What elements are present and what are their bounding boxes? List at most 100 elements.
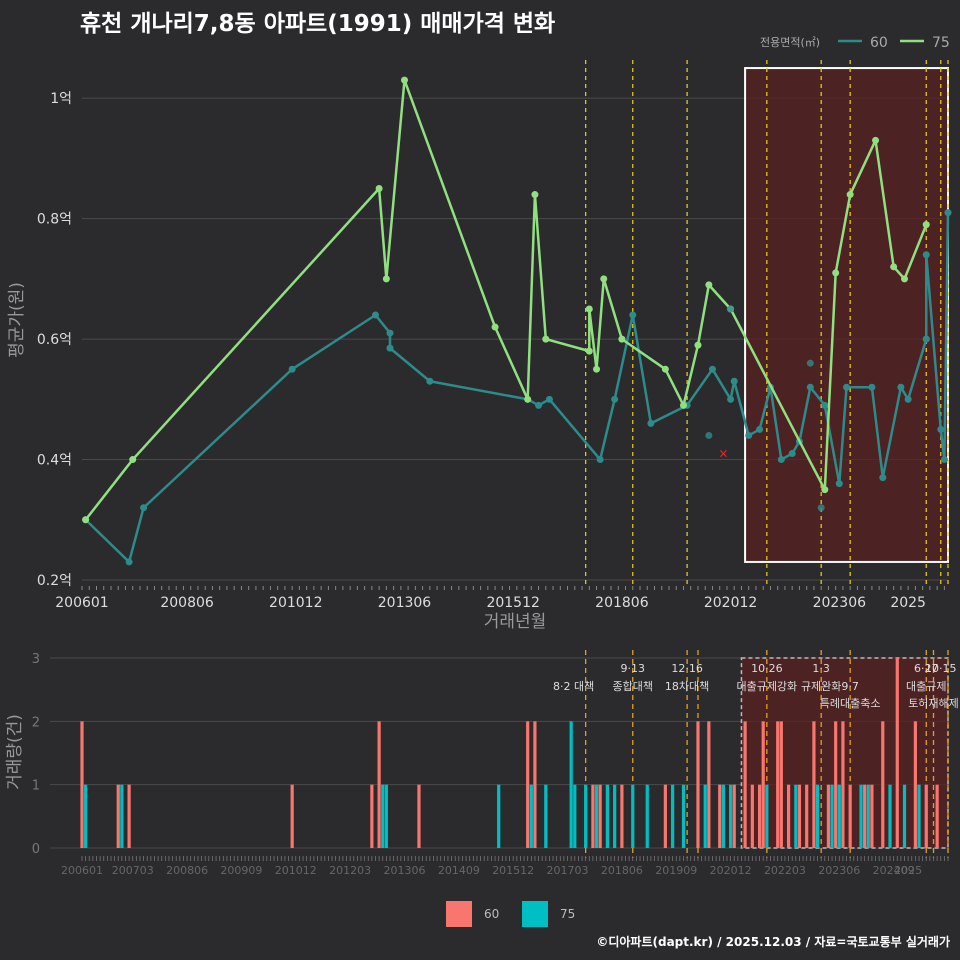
- legend-swatch-60: [446, 901, 472, 927]
- price-x-tick-label: 200806: [160, 595, 214, 611]
- legend-label-60: 60: [870, 35, 888, 51]
- volume-bar-75: [815, 784, 820, 848]
- volume-bar-60: [797, 784, 802, 848]
- volume-x-tick-label: 202306: [818, 864, 860, 877]
- volume-x-tick-label: 201703: [547, 864, 589, 877]
- data-point-60: [535, 401, 543, 409]
- policy-annotation: 대출규제강화: [736, 680, 797, 693]
- legend-title: 전용면적(㎡): [760, 36, 820, 49]
- volume-bar-75: [544, 784, 548, 848]
- data-point-75: [846, 191, 854, 199]
- legend-label-60: 60: [484, 907, 500, 921]
- volume-bar-60: [591, 784, 595, 848]
- data-point-60: [288, 365, 296, 373]
- data-point-60: [940, 456, 948, 464]
- volume-bar-60: [826, 784, 831, 848]
- data-point-60: [647, 419, 655, 427]
- volume-bar-60: [935, 784, 939, 848]
- cancelled-deal-marker: ×: [718, 447, 728, 461]
- source-footer: ©디아파트(dapt.kr) / 2025.12.03 / 자료=국토교통부 실…: [596, 935, 950, 949]
- price-x-tick-label: 202306: [813, 595, 867, 611]
- data-point-60: [125, 558, 133, 566]
- data-point-75: [585, 347, 593, 355]
- data-point-60: [806, 383, 814, 391]
- volume-bar-75: [830, 784, 834, 848]
- data-point-60: [756, 425, 764, 433]
- volume-x-tick-label: 201512: [492, 864, 534, 877]
- price-y-tick-label: 1억: [50, 91, 72, 107]
- volume-bar-60: [663, 784, 667, 848]
- volume-bar-60: [870, 784, 874, 848]
- policy-annotation: 특례대출축소: [820, 697, 881, 710]
- data-point-60: [843, 383, 851, 391]
- price-x-tick-label: 201512: [486, 595, 539, 611]
- legend-label-75: 75: [560, 907, 576, 921]
- data-point-75: [524, 395, 532, 403]
- volume-bar-60: [370, 784, 374, 848]
- volume-x-tick-label: 202203: [764, 864, 806, 877]
- volume-bar-60: [620, 784, 624, 848]
- data-point-75: [531, 191, 539, 199]
- data-point-75: [542, 335, 550, 343]
- volume-highlight-region: [740, 657, 949, 849]
- data-point-60: [140, 504, 148, 512]
- volume-x-tick-label: 200601: [61, 864, 103, 877]
- volume-bar-75: [613, 784, 617, 848]
- data-point-75: [705, 281, 713, 289]
- data-point-extra: [705, 431, 713, 439]
- volume-bar-60: [881, 721, 885, 848]
- data-point-60: [777, 456, 785, 464]
- volume-bar-60: [776, 721, 780, 848]
- volume-x-tick-label: 201012: [275, 864, 317, 877]
- volume-x-tick-label: 201909: [655, 864, 697, 877]
- data-point-75: [679, 401, 687, 409]
- price-x-tick-label: 202012: [704, 595, 757, 611]
- data-point-75: [585, 305, 593, 313]
- volume-bar-75: [917, 784, 921, 848]
- volume-bar-60: [848, 784, 852, 848]
- volume-bar-60: [812, 721, 816, 848]
- data-point-60: [821, 401, 829, 409]
- legend-swatch-75: [522, 901, 548, 927]
- data-point-75: [618, 335, 626, 343]
- volume-x-tick-label: 201203: [329, 864, 371, 877]
- volume-x-tick-label: 200703: [112, 864, 154, 877]
- data-point-extra: [806, 359, 814, 367]
- volume-bar-75: [569, 721, 573, 848]
- volume-x-tick-label: 201806: [601, 864, 643, 877]
- data-point-75: [694, 341, 702, 349]
- volume-bar-60: [718, 784, 722, 848]
- chart-title: 휴천 개나리7,8동 아파트(1991) 매매가격 변화: [80, 11, 556, 37]
- data-point-60: [897, 383, 905, 391]
- volume-bar-60: [913, 721, 917, 848]
- policy-annotation: 1·3: [812, 662, 830, 675]
- volume-x-tick-label: 2025: [894, 864, 922, 877]
- volume-panel: 0 1 2 3 200601 200703 200806 200909 201012 201203…: [5, 650, 959, 877]
- data-point-75: [375, 185, 383, 193]
- volume-x-tick-label: 200806: [166, 864, 208, 877]
- data-point-75: [491, 323, 499, 331]
- volume-bar-75: [866, 784, 870, 848]
- volume-bar-60: [841, 721, 845, 848]
- volume-bar-75: [584, 784, 588, 848]
- volume-x-tick-label: 201306: [383, 864, 425, 877]
- volume-y-tick-label: 0: [32, 842, 40, 857]
- data-point-60: [596, 456, 604, 464]
- legend-item-75: 75: [522, 901, 588, 927]
- data-point-60: [426, 377, 434, 385]
- data-point-75: [382, 275, 390, 283]
- volume-bar-60: [127, 784, 131, 848]
- volume-x-tick-label: 202012: [710, 864, 752, 877]
- price-x-tick-label: 201806: [595, 595, 649, 611]
- data-point-60: [937, 425, 945, 433]
- volume-bar-60: [80, 721, 84, 848]
- volume-bar-60: [598, 784, 602, 848]
- data-point-60: [944, 209, 952, 217]
- data-point-60: [745, 431, 753, 439]
- volume-bar-60: [696, 721, 700, 848]
- data-point-extra: [922, 335, 930, 343]
- series-line-60: [84, 212, 950, 564]
- policy-annotation: 6·27: [914, 662, 939, 675]
- volume-bar-75: [703, 784, 707, 848]
